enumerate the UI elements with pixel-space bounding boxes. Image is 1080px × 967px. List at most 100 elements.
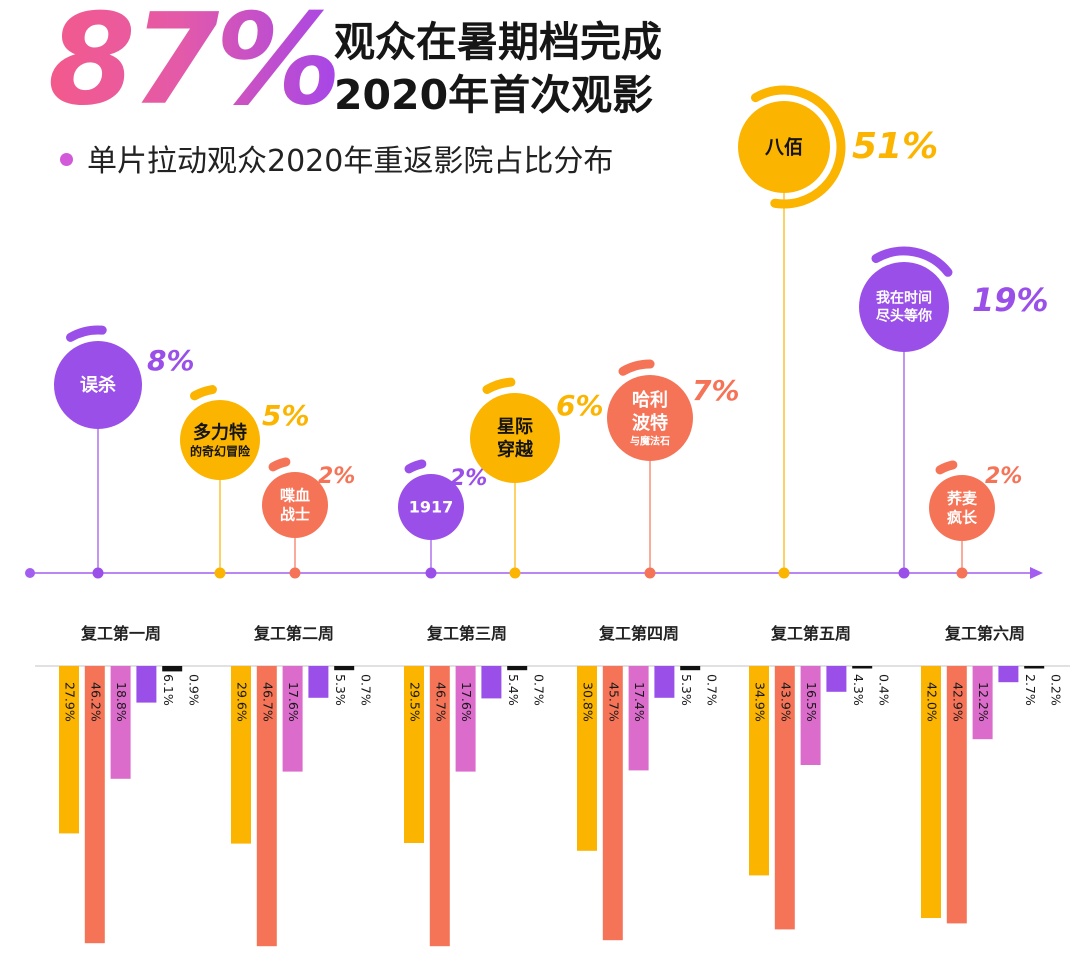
share-bar	[507, 666, 528, 671]
bar-value-label: 30.8%	[581, 682, 596, 722]
chart-subtitle: 单片拉动观众2020年重返影院占比分布	[60, 136, 613, 180]
share-bar	[256, 666, 277, 947]
film-bubble-circle	[607, 375, 693, 461]
bar-value-label: 46.7%	[260, 682, 275, 722]
film-bubble-circle	[398, 474, 464, 540]
film-share-arc	[404, 459, 427, 474]
share-bar	[162, 666, 183, 672]
film-share-arc	[66, 325, 107, 342]
film-percent-label: 2%	[985, 464, 1022, 489]
share-bar	[334, 666, 355, 671]
share-bar	[800, 666, 821, 765]
film-percent-label: 2%	[318, 464, 355, 489]
film-axis-dot	[956, 567, 968, 579]
film-share-arc	[268, 457, 291, 472]
week-category-label: 复工第五周	[770, 624, 851, 643]
bar-value-label: 45.7%	[606, 682, 621, 722]
film-name: 荞麦	[947, 489, 978, 507]
film-bubble-circle	[470, 393, 560, 483]
bar-value-label: 0.2%	[1049, 674, 1064, 706]
film-percent-label: 8%	[147, 344, 195, 377]
film-share-arc	[751, 85, 846, 209]
bar-value-label: 5.3%	[679, 674, 694, 706]
film-bubble-circle	[859, 262, 949, 352]
film-name: 八佰	[765, 136, 803, 158]
share-bar	[308, 666, 329, 698]
bar-value-label: 29.5%	[408, 682, 423, 722]
share-bar	[826, 666, 847, 692]
week-category-label: 复工第四周	[598, 624, 679, 643]
share-bar	[429, 666, 450, 947]
share-bar	[404, 666, 424, 843]
bar-value-label: 2.7%	[1023, 674, 1038, 706]
film-bubble-circle	[738, 101, 830, 193]
bar-value-label: 29.6%	[235, 682, 250, 722]
film-axis-dot	[214, 567, 226, 579]
share-bar	[602, 666, 623, 941]
share-bar	[231, 666, 251, 844]
film-axis-dot	[425, 567, 437, 579]
bar-value-label: 5.4%	[506, 674, 521, 706]
bar-value-label: 0.7%	[359, 674, 374, 706]
bar-value-label: 16.5%	[804, 682, 819, 722]
film-percent-label: 5%	[262, 399, 310, 432]
film-name: 星际	[497, 416, 533, 437]
film-name: 的奇幻冒险	[190, 444, 251, 459]
film-percent-label: 7%	[692, 374, 740, 407]
share-bar	[946, 666, 967, 924]
share-bar	[680, 666, 701, 671]
film-share-arc	[190, 385, 217, 401]
bar-value-label: 42.0%	[925, 682, 940, 722]
bar-value-label: 0.4%	[877, 674, 892, 706]
film-percent-label: 19%	[972, 281, 1049, 319]
share-bar	[282, 666, 303, 772]
film-share-arc	[482, 377, 516, 395]
share-bar	[774, 666, 795, 930]
film-name: 与魔法石	[630, 434, 670, 447]
film-name: 多力特	[193, 421, 247, 443]
share-bar	[59, 666, 79, 834]
week-category-label: 复工第一周	[80, 624, 161, 643]
film-bubble-circle	[929, 475, 995, 541]
share-bar	[852, 666, 873, 669]
film-name: 哈利	[632, 389, 668, 411]
bar-value-label: 0.7%	[532, 674, 547, 706]
film-bubble: 误杀 8%	[54, 325, 195, 579]
film-name: 喋血	[280, 486, 310, 504]
share-bar	[628, 666, 649, 771]
bar-value-label: 17.6%	[286, 682, 301, 722]
film-share-arc	[935, 460, 958, 475]
film-name: 尽头等你	[876, 308, 932, 325]
share-bar	[749, 666, 769, 876]
bar-value-label: 17.6%	[459, 682, 474, 722]
film-name: 穿越	[497, 439, 534, 461]
bar-value-label: 6.1%	[161, 674, 176, 706]
timeline-arrow-icon	[1030, 567, 1043, 579]
week-category-label: 复工第三周	[426, 624, 507, 643]
share-bar	[1024, 666, 1045, 669]
share-bar	[84, 666, 105, 944]
bar-value-label: 46.7%	[433, 682, 448, 722]
bar-value-label: 27.9%	[63, 682, 78, 722]
film-axis-dot	[778, 567, 790, 579]
film-bubble-circle	[180, 400, 260, 480]
week-category-label: 复工第二周	[253, 624, 334, 643]
film-share-arc	[871, 246, 953, 277]
film-name: 疯长	[947, 509, 978, 527]
bar-value-label: 12.2%	[976, 682, 991, 722]
share-bar	[110, 666, 131, 779]
bar-value-label: 18.8%	[114, 682, 129, 722]
film-axis-dot	[898, 567, 910, 579]
bar-value-label: 0.9%	[187, 674, 202, 706]
film-bubble: 1917 2%	[398, 459, 487, 579]
film-bubble-circle	[54, 341, 142, 429]
film-axis-dot	[92, 567, 104, 579]
film-axis-dot	[509, 567, 521, 579]
week-category-label: 复工第六周	[944, 624, 1025, 643]
